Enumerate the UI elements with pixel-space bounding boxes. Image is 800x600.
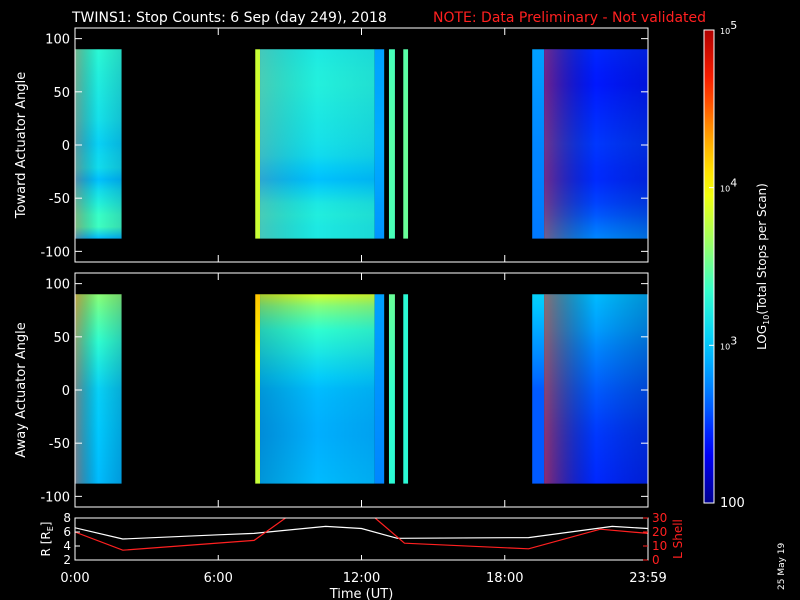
y-axis-label: Away Actuator Angle xyxy=(14,322,29,457)
x-axis-label: Time (UT) xyxy=(329,587,394,600)
colorbar: 105 104 103 100 LOG10(Total Stops per Scan) xyxy=(703,19,771,511)
date-stamp: 25 May 19 xyxy=(777,542,787,590)
x-tick-label: 18:00 xyxy=(486,571,523,586)
y-tick-label: 100 xyxy=(45,278,70,293)
x-tick-label: 0:00 xyxy=(60,571,89,586)
y-tick-label: 50 xyxy=(53,86,70,101)
left-tick-label: 4 xyxy=(63,539,71,553)
right-axis-label: L Shell xyxy=(671,519,685,559)
y-tick-label: -100 xyxy=(40,490,70,505)
y-tick-label: -100 xyxy=(40,245,70,260)
y-tick-label: 100 xyxy=(45,33,70,48)
heatmap-shading xyxy=(544,49,648,239)
left-axis-label: R [RE] xyxy=(39,522,55,557)
x-tick-label: 23:59 xyxy=(629,571,666,586)
heatmap-segment xyxy=(403,49,409,239)
heatmap-segment xyxy=(532,294,545,484)
preliminary-note: NOTE: Data Preliminary - Not validated xyxy=(433,10,706,26)
heatmap-segment xyxy=(255,49,261,239)
away-angle-panel: 100 50 0 -50 -100 Away Actuator Angle xyxy=(14,272,649,508)
chart-title: TWINS1: Stop Counts: 6 Sep (day 249), 20… xyxy=(71,10,387,26)
colorbar-tick-label: 103 xyxy=(720,334,737,351)
heatmap-segment xyxy=(403,294,409,484)
x-tick-label: 6:00 xyxy=(204,571,233,586)
y-tick-label: -50 xyxy=(49,437,70,452)
left-tick-label: 2 xyxy=(63,553,71,567)
y-tick-label: 0 xyxy=(62,139,70,154)
y-tick-label: 0 xyxy=(62,384,70,399)
heatmap-segment xyxy=(255,294,261,484)
heatmap-shading xyxy=(75,49,122,239)
heatmap-segment xyxy=(388,49,395,239)
heatmap-segment xyxy=(374,49,385,239)
right-tick-label: 30 xyxy=(652,511,667,525)
left-tick-label: 6 xyxy=(63,525,71,539)
l-shell-line xyxy=(75,518,648,551)
right-tick-label: 20 xyxy=(652,525,667,539)
y-axis-label: Toward Actuator Angle xyxy=(14,72,29,219)
heatmap-shading xyxy=(260,294,375,484)
y-tick-label: 50 xyxy=(53,331,70,346)
toward-angle-panel: 100 50 0 -50 -100 Toward Actuator Angle xyxy=(14,27,649,263)
heatmap-segment xyxy=(532,49,545,239)
colorbar-tick-label: 104 xyxy=(720,177,737,194)
colorbar-label: LOG10(Total Stops per Scan) xyxy=(755,183,771,350)
radius-line xyxy=(75,525,648,540)
heatmap-shading xyxy=(75,294,122,484)
right-tick-label: 0 xyxy=(652,553,660,567)
x-tick-label: 12:00 xyxy=(343,571,380,586)
heatmap-shading xyxy=(544,294,648,484)
colorbar-tick-label: 100 xyxy=(720,496,745,511)
colorbar-scale xyxy=(703,29,715,504)
panel-frame xyxy=(74,517,649,561)
heatmap-segment xyxy=(388,294,395,484)
colorbar-tick-label: 105 xyxy=(720,19,737,36)
heatmap-segment xyxy=(374,294,385,484)
left-tick-label: 8 xyxy=(63,511,71,525)
y-tick-label: -50 xyxy=(49,192,70,207)
right-tick-label: 10 xyxy=(652,539,667,553)
heatmap-shading xyxy=(260,49,375,239)
